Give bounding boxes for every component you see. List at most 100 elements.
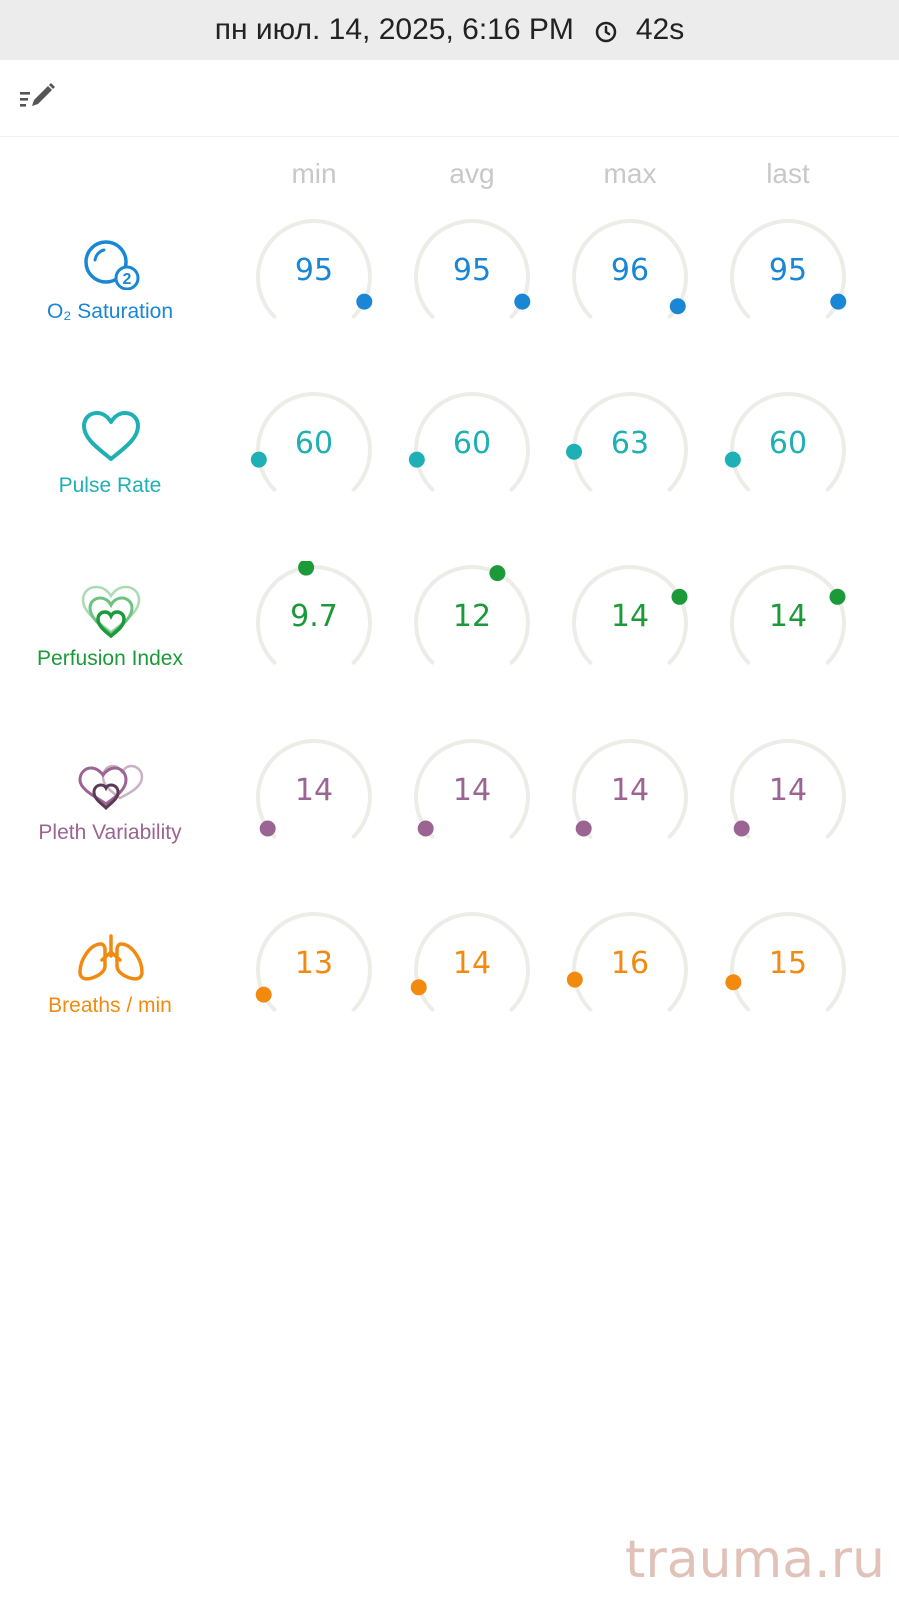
gauge-ring <box>256 219 373 319</box>
gauge-max: 16 <box>565 908 695 1028</box>
gauge-last: 14 <box>723 561 853 681</box>
gauge-value: 14 <box>610 599 650 634</box>
gauge-ring <box>255 912 372 1012</box>
gauge-value: 95 <box>452 253 492 288</box>
gauge-ring <box>414 739 530 839</box>
column-header-last: last <box>766 158 810 189</box>
gauge-track <box>730 219 846 319</box>
toolbar <box>0 60 899 137</box>
metric-label-pulse-rate: Pulse Rate <box>58 474 162 497</box>
gauge-indicator-dot <box>250 451 267 468</box>
gauge-value: 15 <box>768 946 808 981</box>
gauge-max: 96 <box>565 215 695 335</box>
gauge-max: 63 <box>565 388 695 508</box>
gauge-ring <box>724 392 846 492</box>
pleth-hearts-icon <box>76 758 146 816</box>
gauge-value: 14 <box>452 773 492 808</box>
gauge-ring <box>410 912 530 1012</box>
gauge-avg: 95 <box>407 215 537 335</box>
gauge-value: 95 <box>768 253 808 288</box>
gauge-ring <box>730 219 847 319</box>
gauge-min: 9.7 <box>249 561 379 681</box>
gauge-min: 14 <box>249 735 379 855</box>
status-bar: пн июл. 14, 2025, 6:16 PM 42s <box>0 0 899 60</box>
watermark-text: trauma.ru <box>625 1530 885 1590</box>
gauge-ring <box>730 739 846 839</box>
gauge-last: 15 <box>723 908 853 1028</box>
gauge-ring <box>572 739 688 839</box>
gauge-last: 95 <box>723 215 853 335</box>
gauge-indicator-dot <box>669 298 686 315</box>
gauge-track <box>572 565 688 665</box>
gauge-indicator-dot <box>671 588 688 605</box>
gauge-ring <box>408 392 530 492</box>
gauge-value: 95 <box>294 253 334 288</box>
gauge-last: 60 <box>723 388 853 508</box>
gauge-track <box>730 912 846 1012</box>
gauge-min: 13 <box>249 908 379 1028</box>
gauge-indicator-dot <box>417 820 434 837</box>
column-header-avg: avg <box>449 158 495 189</box>
datetime-text: пн июл. 14, 2025, 6:16 PM <box>214 13 574 46</box>
gauge-value: 16 <box>610 946 650 981</box>
duration-text: 42s <box>635 13 685 46</box>
gauge-indicator-dot <box>724 451 741 468</box>
gauge-ring <box>250 392 372 492</box>
gauge-value: 12 <box>452 599 492 634</box>
gauge-ring <box>730 565 846 665</box>
metric-label-breaths-per-min: Breaths / min <box>48 994 172 1017</box>
lungs-icon <box>76 932 146 988</box>
gauge-value: 14 <box>610 773 650 808</box>
gauge-ring <box>256 739 372 839</box>
metric-label-perfusion-index: Perfusion Index <box>37 647 183 670</box>
gauge-indicator-dot <box>259 820 276 837</box>
gauge-track <box>256 912 372 1012</box>
gauge-avg: 12 <box>407 561 537 681</box>
gauge-value: 14 <box>768 599 808 634</box>
gauge-indicator-dot <box>410 979 427 996</box>
gauge-indicator-dot <box>255 986 272 1003</box>
gauge-ring <box>566 912 688 1012</box>
gauge-indicator-dot <box>733 820 750 837</box>
gauge-track <box>414 565 530 665</box>
gauge-indicator-dot <box>298 561 315 576</box>
gauge-track <box>572 219 688 319</box>
column-header-min: min <box>291 158 337 189</box>
gauge-value: 9.7 <box>290 599 338 634</box>
gauge-value: 63 <box>610 426 650 461</box>
gauge-indicator-dot <box>566 443 583 460</box>
gauge-ring <box>572 565 688 665</box>
gauge-value: 13 <box>294 946 334 981</box>
gauge-indicator-dot <box>514 293 531 310</box>
gauge-track <box>730 739 846 839</box>
gauge-ring <box>566 392 688 492</box>
gauge-track <box>414 739 530 839</box>
gauge-min: 60 <box>249 388 379 508</box>
gauge-track <box>256 739 372 839</box>
gauge-indicator-dot <box>566 971 583 988</box>
gauge-track <box>256 219 372 319</box>
gauge-ring <box>414 219 531 319</box>
gauge-value: 60 <box>294 426 334 461</box>
gauge-value: 14 <box>768 773 808 808</box>
svg-text:2: 2 <box>123 271 132 288</box>
gauge-value: 96 <box>610 253 650 288</box>
gauge-track <box>730 565 846 665</box>
gauge-avg: 14 <box>407 908 537 1028</box>
gauge-value: 14 <box>452 946 492 981</box>
gauge-max: 14 <box>565 735 695 855</box>
o2-saturation-icon: 2 <box>82 238 142 294</box>
gauge-avg: 60 <box>407 388 537 508</box>
gauge-indicator-dot <box>829 588 846 605</box>
perfusion-hearts-icon <box>78 584 144 644</box>
column-header-max: max <box>603 158 657 189</box>
edit-list-icon[interactable] <box>18 82 58 112</box>
gauge-indicator-dot <box>725 974 742 991</box>
gauge-track <box>414 219 530 319</box>
gauge-indicator-dot <box>356 293 373 310</box>
heart-icon <box>81 411 141 467</box>
gauge-value: 14 <box>294 773 334 808</box>
clock-icon <box>594 18 618 43</box>
gauge-value: 60 <box>452 426 492 461</box>
gauge-indicator-dot <box>575 820 592 837</box>
